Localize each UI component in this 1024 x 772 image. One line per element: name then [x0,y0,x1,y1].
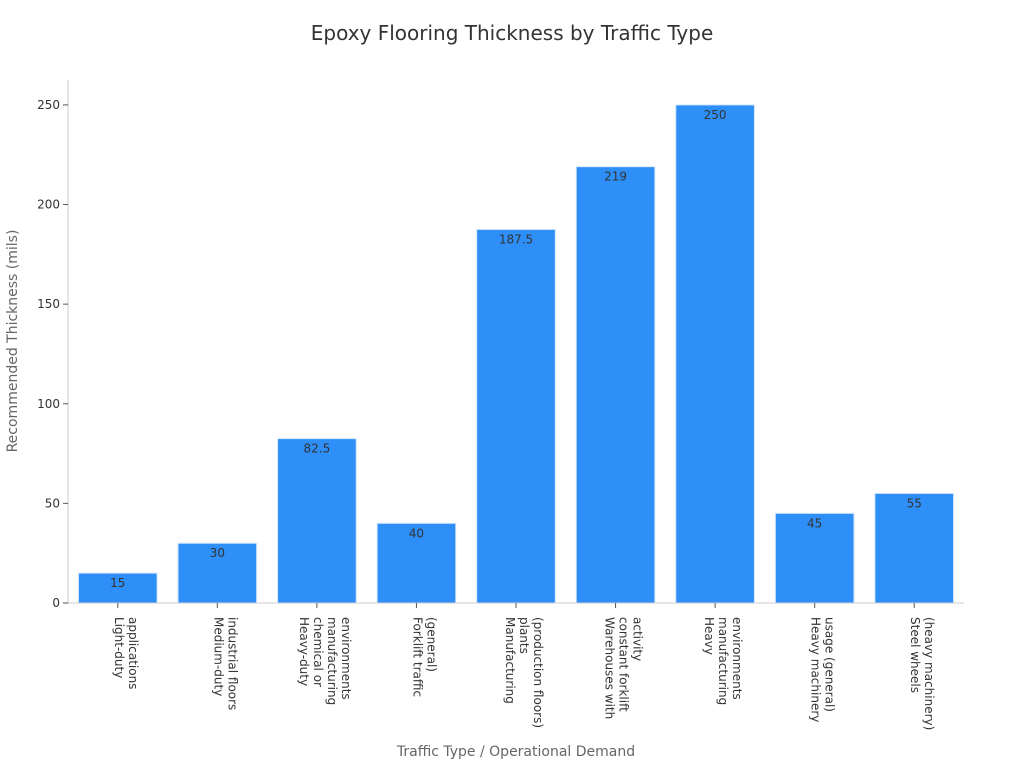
x-tick-label: Light-duty applications [112,617,140,689]
x-tick-label: Forklift traffic (general) [410,617,438,697]
y-tick-label: 0 [52,596,60,610]
x-tick-label-line: Light-duty [112,617,126,678]
bar [376,522,457,604]
data-label: 45 [807,516,822,530]
x-tick-label: Heavy machinery usage (general) [809,617,837,722]
x-tick-label: Manufacturing plants (production floors) [503,617,545,728]
bar [177,542,258,604]
x-tick-label-line: (general) [424,617,438,672]
x-axis-label: Traffic Type / Operational Demand [396,744,635,760]
x-tick-label: Heavy manufacturing environments [702,617,744,705]
bar [774,512,855,604]
x-tick-label-line: (heavy machinery) [922,617,936,730]
x-tick-label-line: environments [339,617,353,700]
y-tick-label: 200 [37,198,60,212]
y-axis-label: Recommended Thickness (mils) [5,230,21,453]
data-label: 55 [907,496,922,510]
x-tick-label: Heavy-duty chemical or manufacturing enviro… [297,617,353,705]
data-label: 30 [210,546,225,560]
data-labels-group: 15 30 82.5 40 187.5 219 250 45 55 [110,108,922,590]
x-tick-label-line: activity [631,617,645,661]
bar [675,104,755,604]
x-tick-label-line: industrial floors [225,617,239,710]
x-tick-label-line: Steel wheels [908,617,922,693]
data-label: 219 [604,170,627,184]
x-tick-label-line: manufacturing [716,617,730,705]
bar [476,228,556,604]
data-label: 15 [110,576,125,590]
x-tick-label: Steel wheels (heavy machinery) [908,617,936,730]
data-label: 250 [704,108,727,122]
y-tick-label: 250 [37,98,60,112]
bar [575,166,656,604]
x-tick-label-line: plants [517,617,531,654]
y-axis: 0 50 100 150 200 250 [37,80,69,610]
x-tick-label-line: environments [730,617,744,700]
x-tick-label-line: Manufacturing [503,617,517,704]
x-axis: Light-duty applications Medium-duty industr… [68,602,964,730]
x-tick-label-line: Heavy [702,617,716,655]
y-tick-label: 150 [37,297,60,311]
bar [277,438,357,604]
x-tick-label-line: chemical or [311,617,325,687]
y-tick-label: 100 [37,397,60,411]
x-tick-label-line: Forklift traffic [410,617,424,697]
bars-group [77,104,955,604]
data-label: 187.5 [499,232,533,246]
x-tick-label-line: Warehouses with [603,617,617,719]
x-tick-label: Medium-duty industrial floors [211,617,239,710]
x-tick-label-line: manufacturing [325,617,339,705]
x-tick-label: Warehouses with constant forklift activity [603,617,645,719]
x-tick-label-line: (production floors) [531,617,545,728]
x-tick-label-line: Medium-duty [211,617,225,696]
x-tick-label-line: usage (general) [823,617,837,712]
data-label: 40 [409,526,424,540]
data-label: 82.5 [304,442,331,456]
x-tick-label-line: applications [126,617,140,689]
x-tick-label-line: Heavy-duty [297,617,311,686]
y-tick-label: 50 [45,496,60,510]
chart-title: Epoxy Flooring Thickness by Traffic Type [311,21,714,45]
x-tick-label-line: Heavy machinery [809,617,823,722]
bar [77,572,158,604]
x-tick-label-line: constant forklift [617,617,631,712]
